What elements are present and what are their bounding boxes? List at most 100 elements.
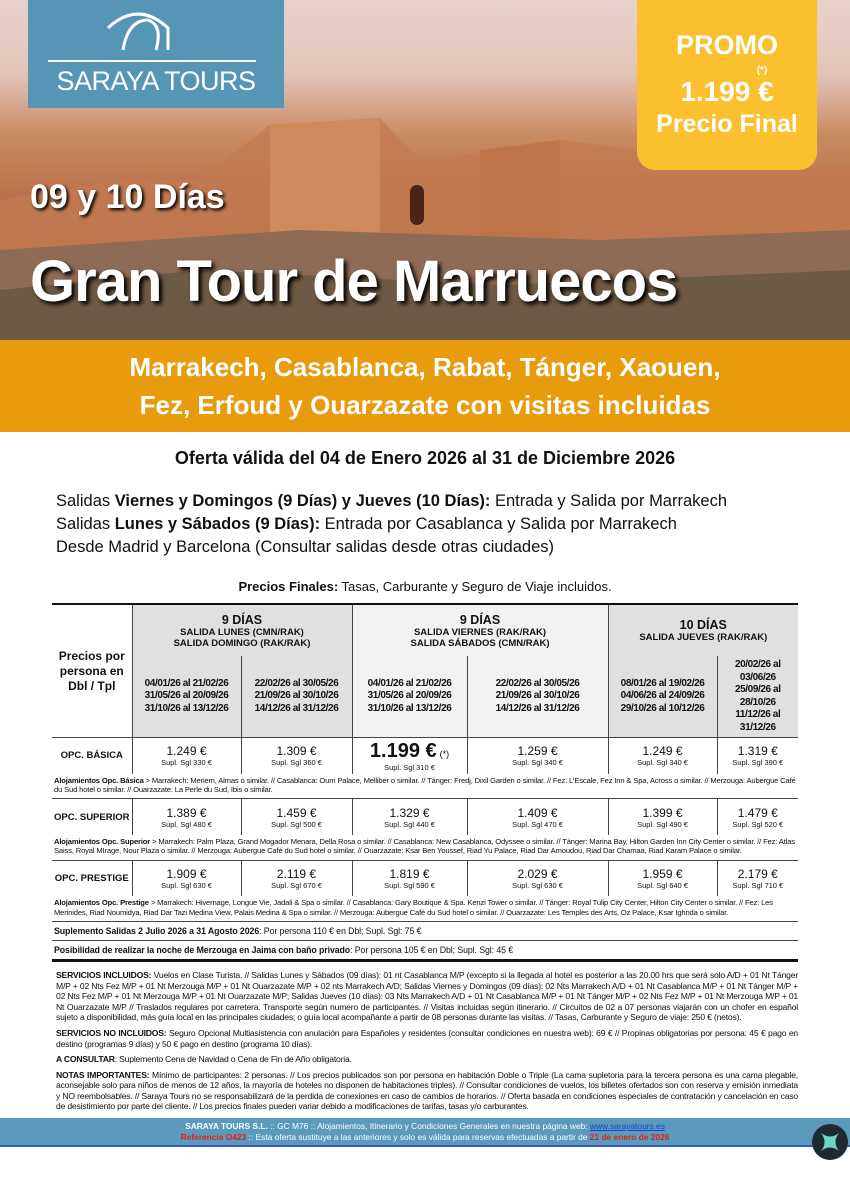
single-supplement: Supl. Sgl 630 € (161, 880, 212, 890)
price-cell: 1.399 € Supl. Sgl 490 € (607, 798, 718, 835)
single-supplement: Supl. Sgl 360 € (271, 758, 322, 768)
price-cell: 1.309 € Supl. Sgl 360 € (240, 737, 353, 774)
price-cell: 1.819 € Supl. Sgl 590 € (351, 859, 468, 897)
single-supplement: Supl. Sgl 390 € (732, 758, 784, 768)
supplement-row: Posibilidad de realizar la noche de Merz… (52, 940, 799, 962)
single-supplement: Supl. Sgl 670 € (271, 880, 322, 890)
supplement-value: : Por persona 110 € en Dbl; Supl. Sgl: 7… (259, 925, 422, 936)
accommodation-row: Alojamientos Opc. Prestige > Marrakech: … (52, 896, 799, 922)
single-supplement: Supl. Sgl 330 € (161, 758, 212, 768)
text: Salidas (56, 515, 115, 533)
price-value: 1.249 € (642, 744, 683, 759)
price-value: 1.909 € (166, 866, 207, 881)
promo-badge: PROMO (*) 1.199 € Precio Final (637, 0, 817, 170)
single-supplement: Supl. Sgl 470 € (512, 819, 563, 829)
conditions-text: Mínimo de participantes: 2 personas. // … (56, 1069, 798, 1112)
date-range: 21/09/26 al 30/10/26 (495, 690, 580, 702)
date-range: 14/12/26 al 31/12/26 (495, 702, 580, 714)
price-value: 1.329 € (389, 805, 430, 820)
price-line: 1.909 € (133, 867, 241, 881)
price-value: 1.309 € (276, 744, 317, 759)
promo-asterisk: (*) (756, 65, 768, 76)
date-range-cell: 04/01/26 al 21/02/26 31/05/26 al 20/09/26… (351, 656, 468, 738)
footer-line-1: SARAYA TOURS S.L. :: GC M76 :: Alojamien… (0, 1121, 850, 1132)
option-name: OPC. SUPERIOR (52, 798, 133, 835)
reference-code: Referencia O423 (180, 1132, 247, 1143)
price-cell: 1.329 € Supl. Sgl 440 € (351, 798, 468, 835)
logo-text: SARAYA TOURS (56, 66, 256, 96)
date-range-cell: 20/02/26 al 03/06/26 25/09/26 al 28/10/26… (716, 656, 799, 738)
group-sub: SALIDA JUEVES (RAK/RAK) (639, 632, 768, 643)
conditions-label: SERVICIOS NO INCLUIDOS: (56, 1027, 167, 1038)
text-bold: Precios Finales: (238, 579, 339, 594)
supplement-label: Suplemento Salidas 2 Julio 2026 a 31 Ago… (54, 925, 260, 936)
price-line: 1.459 € (242, 806, 352, 820)
option-name: OPC. PRESTIGE (52, 859, 133, 897)
price-line: 1.959 € (609, 867, 717, 881)
text: Salidas (56, 492, 115, 510)
date-range: 31/05/26 al 20/09/26 (144, 690, 229, 702)
price-value: 1.459 € (276, 805, 317, 820)
reference-date: 21 de enero de 2026 (589, 1132, 670, 1143)
destinations-line-1: Marrakech, Casablanca, Rabat, Tánger, Xa… (129, 352, 721, 382)
conditions-label: NOTAS IMPORTANTES: (56, 1069, 150, 1080)
price-line: 1.329 € (353, 806, 467, 820)
supplement-row: Suplemento Salidas 2 Julio 2026 a 31 Ago… (52, 921, 799, 941)
supplement-value: : Por persona 105 € en Dbl; Supl. Sgl: 4… (350, 944, 514, 955)
accommodation-text: Alojamientos Opc. Básica > Marrakech: Me… (52, 773, 799, 800)
kasbah-photo (0, 118, 850, 340)
price-line: 1.309 € (242, 744, 352, 758)
group-title: 10 DÍAS (679, 618, 727, 632)
assistant-badge-icon[interactable] (812, 1124, 848, 1160)
text: Desde Madrid y Barcelona (Consultar sali… (56, 538, 555, 556)
accommodation-label: Alojamientos Opc. Superior (54, 836, 151, 846)
single-supplement: Supl. Sgl 480 € (161, 819, 212, 829)
price-cell: 1.259 € Supl. Sgl 340 € (466, 737, 609, 774)
date-range: 22/02/26 al 30/05/26 (254, 677, 339, 689)
footer: SARAYA TOURS S.L. :: GC M76 :: Alojamien… (0, 1118, 850, 1148)
date-range: 11/12/26 al 31/12/26 (735, 709, 781, 733)
destinations-line-2: Fez, Erfoud y Ouarzazate con visitas inc… (139, 390, 711, 420)
single-supplement: Supl. Sgl 440 € (384, 819, 435, 829)
text: Tasas, Carburante y Seguro de Viaje incl… (338, 579, 612, 594)
single-supplement: Supl. Sgl 630 € (512, 880, 563, 890)
text: Entrada por Casablanca y Salida por Marr… (320, 515, 677, 533)
website-link[interactable]: www.sarayatours.es (589, 1121, 665, 1132)
departures-list: Salidas Viernes y Domingos (9 Días) y Ju… (56, 490, 727, 559)
final-prices-note: Precios Finales: Tasas, Carburante y Seg… (0, 579, 850, 594)
price-value: 1.819 € (389, 866, 430, 881)
price-value: 1.259 € (517, 744, 558, 759)
duration-label: 09 y 10 Días (30, 178, 225, 216)
departure-line: Desde Madrid y Barcelona (Consultar sali… (56, 536, 727, 559)
date-range: 04/01/26 al 21/02/26 (367, 677, 452, 689)
saraya-tours-logo[interactable]: SARAYA TOURS (28, 0, 284, 108)
destinations-band: Marrakech, Casablanca, Rabat, Tánger, Xa… (0, 340, 850, 432)
text-bold: Viernes y Domingos (9 Días) y Jueves (10… (114, 492, 491, 510)
accommodation-list: > Marrakech: Palm Plaza, Grand Mogador M… (54, 836, 795, 856)
date-range: 22/02/26 al 30/05/26 (495, 677, 580, 689)
price-cell: 2.119 € Supl. Sgl 670 € (240, 859, 353, 897)
option-row: OPC. SUPERIOR 1.389 € Supl. Sgl 480 €1.459… (52, 798, 799, 835)
price-cell: 1.199 € (*) Supl. Sgl 310 € (351, 737, 468, 774)
price-cell: 1.459 € Supl. Sgl 500 € (240, 798, 353, 835)
footer-line-2: Referencia O423 :: Esta oferta sustituye… (0, 1132, 850, 1143)
single-supplement: Supl. Sgl 340 € (512, 758, 563, 768)
price-line: 1.479 € (718, 806, 799, 820)
date-range: 31/05/26 al 20/09/26 (367, 690, 452, 702)
price-value: 1.199 € (369, 739, 437, 762)
group-sub: SALIDA VIERNES (RAK/RAK) (413, 626, 547, 638)
price-line: 1.259 € (468, 744, 608, 758)
accommodation-row: Alojamientos Opc. Básica > Marrakech: Me… (52, 773, 799, 800)
date-range: 31/10/26 al 13/12/26 (144, 702, 229, 714)
price-value: 1.399 € (642, 805, 683, 820)
group-header: 9 DÍAS SALIDA VIERNES (RAK/RAK) SALIDA SÁB… (351, 604, 609, 656)
single-supplement: Supl. Sgl 520 € (732, 819, 784, 829)
price-cell: 2.029 € Supl. Sgl 630 € (466, 859, 609, 897)
option-name: OPC. BÁSICA (52, 737, 133, 774)
date-range: 04/01/26 al 21/02/26 (144, 677, 229, 689)
supplement-label: Posibilidad de realizar la noche de Merz… (54, 944, 351, 955)
single-supplement: Supl. Sgl 590 € (384, 880, 435, 890)
price-value: 1.319 € (737, 744, 778, 759)
group-title: 9 DÍAS (459, 612, 501, 627)
price-cell: 2.179 € Supl. Sgl 710 € (716, 859, 799, 897)
